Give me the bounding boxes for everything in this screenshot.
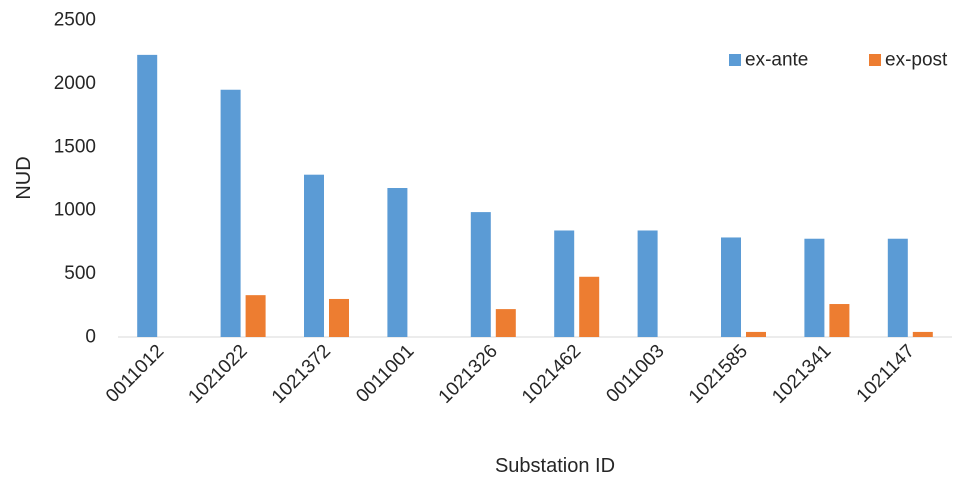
- bar-ex-post-1021341: [829, 304, 850, 337]
- bar-ex-ante-1021022: [220, 89, 241, 338]
- y-tick-label: 500: [64, 263, 96, 284]
- x-tick-label: 1021372: [268, 341, 335, 408]
- bar-ex-ante-1021326: [470, 212, 491, 337]
- x-axis-label: Substation ID: [495, 455, 615, 477]
- y-tick-label: 1500: [54, 136, 96, 157]
- y-axis-ticks: 0 500 1000 1500 2000 2500: [54, 10, 96, 348]
- x-tick-label: 1021462: [518, 341, 585, 408]
- y-tick-label: 2500: [54, 10, 96, 31]
- bar-ex-ante-1021462: [554, 230, 575, 337]
- x-axis-ticks: 0011012 1021022 1021372 0011001 1021326 10214…: [102, 341, 919, 408]
- bar-ex-post-1021462: [579, 276, 600, 337]
- bar-ex-ante-1021341: [804, 238, 825, 337]
- x-tick-label: 1021341: [768, 341, 835, 408]
- y-axis-label: NUD: [13, 156, 35, 199]
- bar-ex-ante-1021147: [887, 238, 908, 337]
- legend: ex-ante ex-post: [729, 50, 948, 71]
- legend-label: ex-post: [885, 50, 948, 71]
- bar-ex-post-1021372: [329, 298, 349, 337]
- bar-ex-ante-0011003: [637, 230, 658, 337]
- bar-ex-post-1021585: [746, 331, 766, 337]
- y-tick-label: 0: [85, 327, 96, 348]
- bar-ex-post-1021326: [495, 309, 516, 337]
- bar-ex-ante-1021372: [304, 174, 324, 337]
- y-tick-label: 2000: [54, 73, 96, 94]
- x-tick-label: 1021585: [685, 341, 752, 408]
- x-tick-label: 0011012: [102, 341, 168, 407]
- bars: [137, 54, 933, 338]
- bar-ex-post-1021022: [245, 295, 266, 337]
- bar-ex-ante-0011001: [387, 188, 408, 337]
- bar-ex-ante-0011012: [137, 54, 158, 338]
- bar-ex-post-1021147: [912, 331, 933, 337]
- x-tick-label: 1021022: [184, 341, 251, 408]
- bar-ex-ante-1021585: [721, 237, 741, 337]
- legend-label: ex-ante: [745, 50, 808, 71]
- x-tick-label: 0011003: [602, 341, 668, 407]
- x-tick-label: 1021326: [435, 341, 502, 408]
- x-tick-label: 0011001: [352, 341, 418, 407]
- legend-swatch-ex-ante: [729, 54, 741, 66]
- x-tick-label: 1021147: [853, 341, 919, 407]
- y-tick-label: 1000: [54, 200, 96, 221]
- legend-swatch-ex-post: [869, 54, 881, 66]
